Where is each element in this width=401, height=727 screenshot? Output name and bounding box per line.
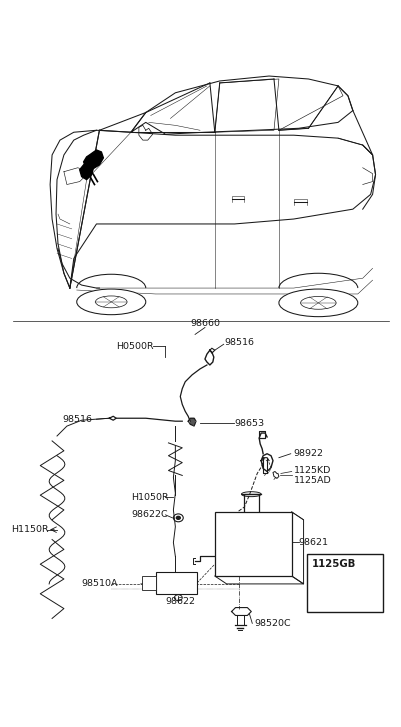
Ellipse shape — [77, 289, 146, 315]
Text: 98621: 98621 — [298, 538, 328, 547]
Text: H1050R: H1050R — [131, 493, 168, 502]
Text: 1125KD: 1125KD — [293, 466, 330, 475]
Text: 98622C: 98622C — [131, 510, 167, 519]
Text: 98622: 98622 — [165, 597, 195, 606]
Text: 98516: 98516 — [224, 338, 254, 347]
Text: H1150R: H1150R — [11, 525, 48, 534]
Text: 98520C: 98520C — [253, 619, 290, 628]
Polygon shape — [190, 418, 194, 424]
Text: 1125AD: 1125AD — [293, 476, 331, 485]
Text: 98510A: 98510A — [81, 579, 118, 588]
Text: 1125GB: 1125GB — [311, 559, 355, 569]
Bar — [306, 554, 383, 611]
Bar — [214, 512, 291, 576]
Ellipse shape — [278, 289, 357, 317]
Bar — [142, 576, 155, 590]
Polygon shape — [79, 162, 93, 180]
Bar — [155, 572, 196, 594]
Text: 98653: 98653 — [234, 419, 264, 427]
Text: 98922: 98922 — [293, 449, 323, 458]
Text: H0500R: H0500R — [116, 342, 154, 350]
Text: 98516: 98516 — [62, 414, 92, 424]
Text: 98660: 98660 — [189, 318, 219, 327]
Polygon shape — [83, 150, 103, 169]
Ellipse shape — [176, 516, 180, 519]
